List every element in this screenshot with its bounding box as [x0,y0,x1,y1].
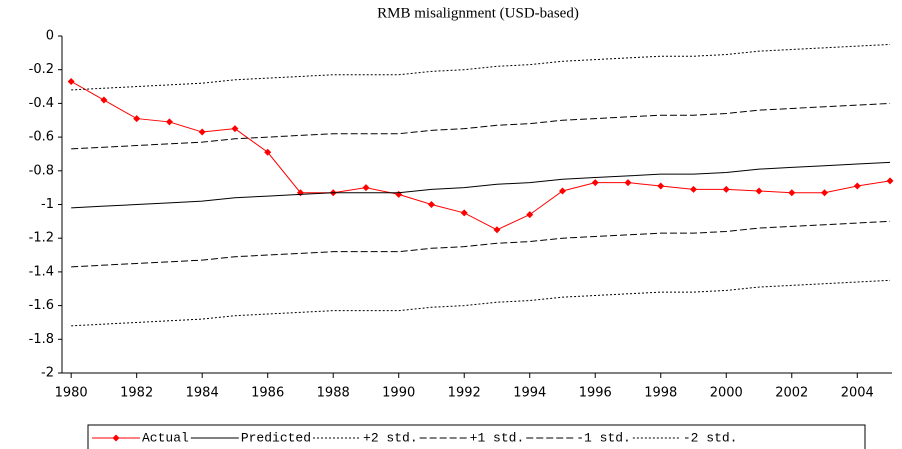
point [493,226,501,234]
chart-title: RMB misalignment (USD-based) [377,5,579,21]
legend-label: -1 std. [576,430,631,445]
x-tick-label: 1982 [120,386,153,401]
x-tick-label: 1996 [579,386,612,401]
point [886,177,894,185]
y-tick-label: -2 [41,366,54,381]
point [427,201,435,208]
point [100,96,108,104]
y-tick-label: -0.4 [29,96,54,111]
x-tick-label: 1990 [382,386,415,401]
point [395,190,403,198]
legend-label: Actual [142,430,189,445]
x-tick-label: 1988 [317,386,350,401]
x-tick-label: 1992 [448,386,481,401]
legend-label: +1 std. [470,430,525,445]
legend-label: -2 std. [683,430,738,445]
point [657,182,665,190]
series-line [71,43,891,91]
point [722,185,730,193]
y-tick-label: 0 [46,29,54,44]
y-tick-label: -1.2 [29,231,54,246]
point [624,179,632,187]
point [853,182,861,190]
point [67,77,75,85]
x-tick-label: 1986 [251,386,284,401]
legend-label: +2 std. [363,430,418,445]
point [690,185,698,193]
y-tick-label: -1.4 [29,264,54,279]
point [755,187,763,195]
x-tick-label: 2004 [841,386,874,401]
y-tick-label: -1.8 [29,332,54,347]
x-tick-label: 2002 [775,386,808,401]
x-tick-label: 1980 [55,386,88,401]
point [558,187,566,195]
point [165,118,173,126]
point [264,148,272,156]
series-line [71,102,891,150]
legend-box [87,424,866,449]
series-line [70,81,891,231]
x-tick-label: 1984 [186,386,219,401]
series-line [71,220,891,268]
point [133,115,141,123]
point [198,128,206,136]
legend-label: Predicted [241,430,311,445]
y-tick-label: -0.2 [29,62,54,77]
point [788,189,796,197]
y-tick-label: -0.8 [29,163,54,178]
point [231,125,239,133]
legend-marker [112,434,120,442]
series-line [71,161,891,209]
point [460,209,468,217]
x-tick-label: 2000 [710,386,743,401]
y-tick-label: -1.6 [29,298,54,313]
x-tick-label: 1998 [644,386,677,401]
x-tick-label: 1994 [513,386,546,401]
y-tick-label: -1 [41,197,54,212]
point [362,184,370,192]
point [591,179,599,187]
series-line [71,279,891,327]
y-tick-label: -0.6 [29,130,54,145]
point [821,189,829,197]
point [526,211,534,219]
